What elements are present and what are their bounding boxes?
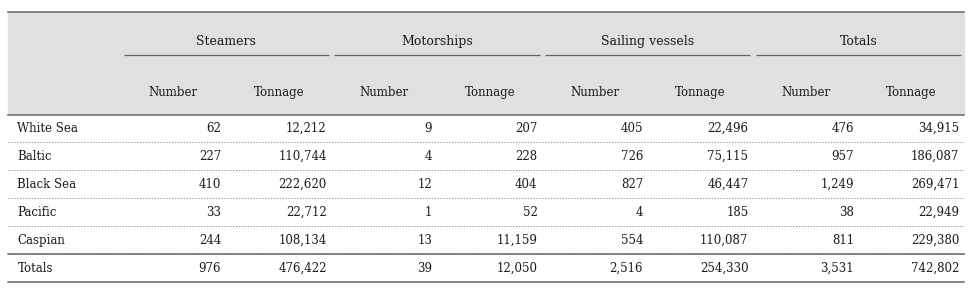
Text: 976: 976 <box>198 262 222 275</box>
Text: 827: 827 <box>621 178 643 191</box>
Text: 476,422: 476,422 <box>278 262 327 275</box>
Text: Tonnage: Tonnage <box>886 86 937 99</box>
Text: Number: Number <box>360 86 409 99</box>
Text: 11,159: 11,159 <box>497 234 538 247</box>
Text: 12,050: 12,050 <box>497 262 538 275</box>
Text: 742,802: 742,802 <box>911 262 959 275</box>
Text: Sailing vessels: Sailing vessels <box>602 35 694 48</box>
Text: Totals: Totals <box>840 35 878 48</box>
Text: 229,380: 229,380 <box>911 234 959 247</box>
Text: 22,712: 22,712 <box>286 206 327 219</box>
Text: 62: 62 <box>206 122 222 135</box>
Text: 9: 9 <box>425 122 433 135</box>
Text: 410: 410 <box>199 178 222 191</box>
Text: 222,620: 222,620 <box>278 178 327 191</box>
Text: 110,744: 110,744 <box>278 150 327 163</box>
Text: Tonnage: Tonnage <box>676 86 726 99</box>
Text: 22,949: 22,949 <box>919 206 959 219</box>
Text: 34,915: 34,915 <box>919 122 959 135</box>
Text: Black Sea: Black Sea <box>17 178 77 191</box>
Bar <box>8 254 964 282</box>
Text: 110,087: 110,087 <box>700 234 748 247</box>
Text: Number: Number <box>781 86 831 99</box>
Bar <box>8 12 964 115</box>
Text: 228: 228 <box>515 150 538 163</box>
Text: 186,087: 186,087 <box>911 150 959 163</box>
Text: 46,447: 46,447 <box>708 178 748 191</box>
Text: 185: 185 <box>726 206 748 219</box>
Bar <box>8 226 964 254</box>
Text: 476: 476 <box>831 122 854 135</box>
Text: 38: 38 <box>839 206 854 219</box>
Text: 811: 811 <box>832 234 854 247</box>
Text: 108,134: 108,134 <box>278 234 327 247</box>
Text: 39: 39 <box>417 262 433 275</box>
Text: Steamers: Steamers <box>196 35 256 48</box>
Text: 554: 554 <box>620 234 643 247</box>
Text: 12: 12 <box>417 178 433 191</box>
Text: 244: 244 <box>199 234 222 247</box>
Text: Totals: Totals <box>17 262 53 275</box>
Text: 227: 227 <box>199 150 222 163</box>
Text: Caspian: Caspian <box>17 234 65 247</box>
Text: 75,115: 75,115 <box>708 150 748 163</box>
Text: 22,496: 22,496 <box>708 122 748 135</box>
Text: 404: 404 <box>515 178 538 191</box>
Text: 52: 52 <box>523 206 538 219</box>
Text: 254,330: 254,330 <box>700 262 748 275</box>
Text: 269,471: 269,471 <box>911 178 959 191</box>
Text: 1: 1 <box>425 206 433 219</box>
Text: 4: 4 <box>636 206 643 219</box>
Text: 4: 4 <box>425 150 433 163</box>
Bar <box>8 143 964 171</box>
Text: 957: 957 <box>831 150 854 163</box>
Text: Number: Number <box>149 86 198 99</box>
Text: Baltic: Baltic <box>17 150 52 163</box>
Bar <box>8 115 964 143</box>
Text: White Sea: White Sea <box>17 122 79 135</box>
Bar <box>8 171 964 198</box>
Text: 12,212: 12,212 <box>286 122 327 135</box>
Text: 405: 405 <box>620 122 643 135</box>
Text: Pacific: Pacific <box>17 206 57 219</box>
Bar <box>8 198 964 226</box>
Text: 33: 33 <box>206 206 222 219</box>
Text: 726: 726 <box>621 150 643 163</box>
Text: 1,249: 1,249 <box>820 178 854 191</box>
Text: 2,516: 2,516 <box>609 262 643 275</box>
Text: Number: Number <box>571 86 620 99</box>
Text: 3,531: 3,531 <box>820 262 854 275</box>
Text: Motorships: Motorships <box>401 35 472 48</box>
Text: 13: 13 <box>417 234 433 247</box>
Text: Tonnage: Tonnage <box>465 86 515 99</box>
Text: Tonnage: Tonnage <box>254 86 304 99</box>
Text: 207: 207 <box>515 122 538 135</box>
